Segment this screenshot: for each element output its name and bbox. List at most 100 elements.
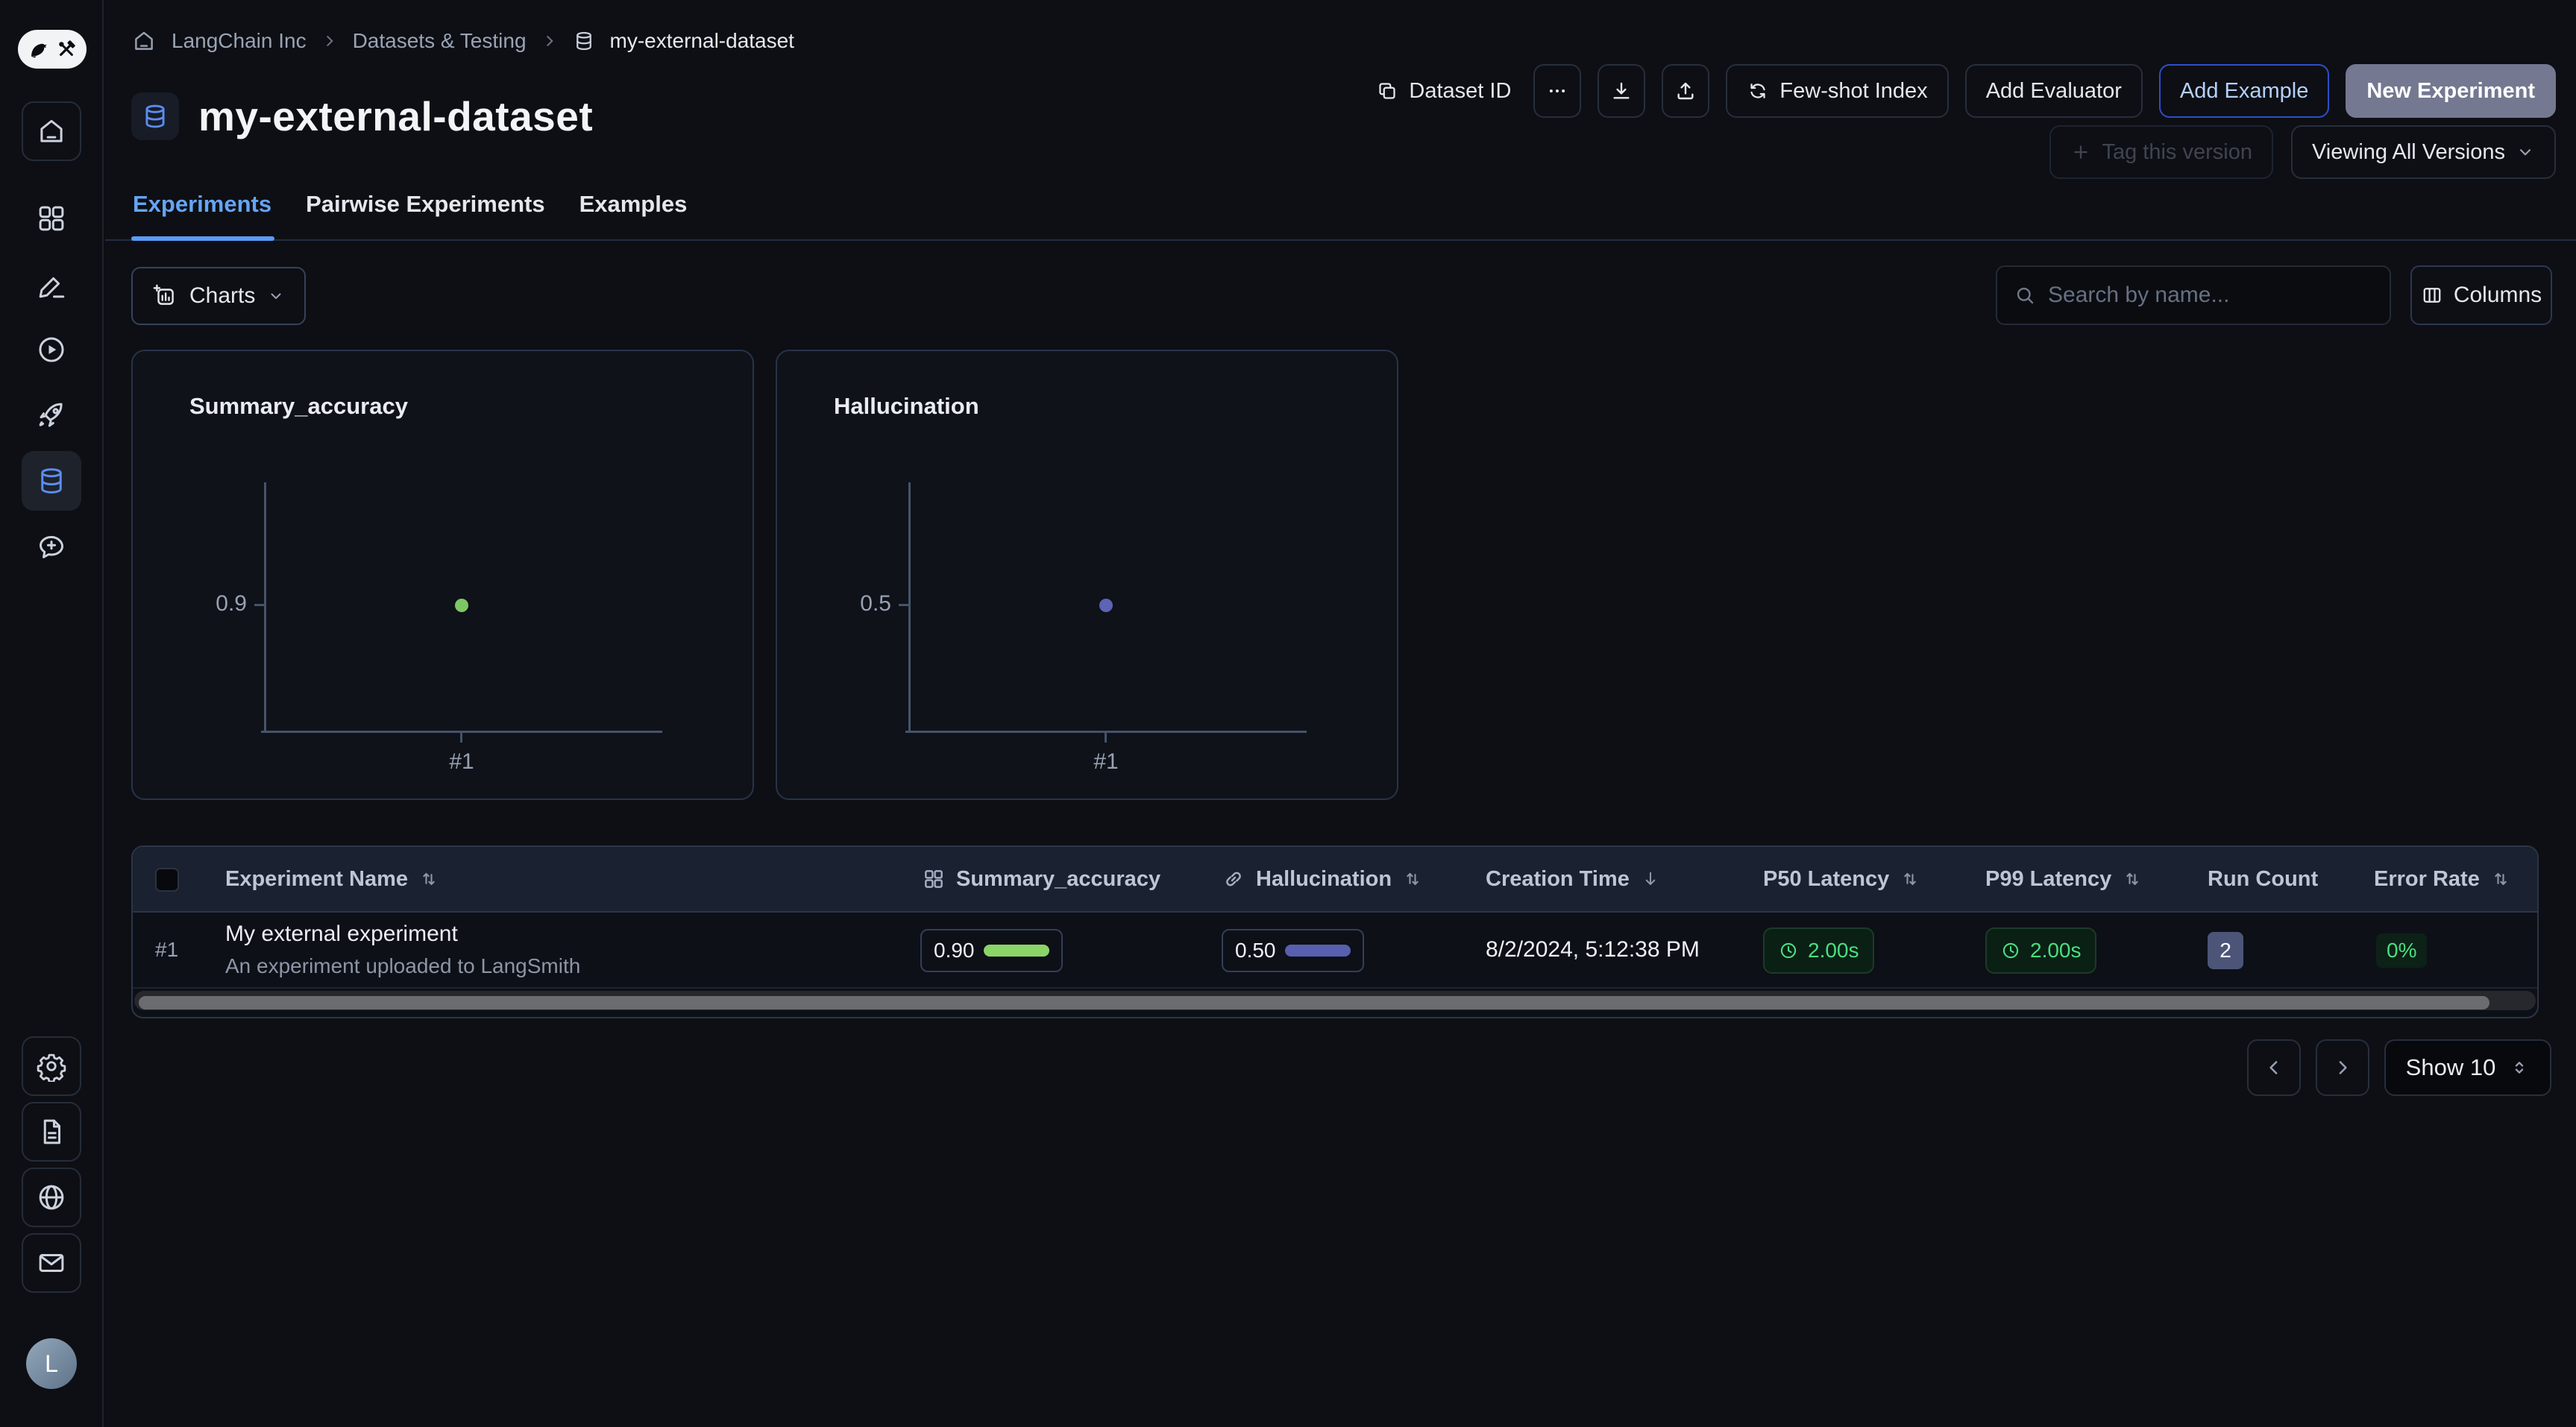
- toolbar: Dataset ID Few-shot Index Add Evaluator …: [1370, 64, 2556, 118]
- table-row[interactable]: #1 My external experiment An experiment …: [133, 913, 2537, 989]
- clock-icon: [1780, 942, 1797, 959]
- data-point[interactable]: [1099, 599, 1113, 612]
- add-evaluator-button[interactable]: Add Evaluator: [1964, 64, 2143, 118]
- rocket-icon: [39, 403, 63, 427]
- upload-button[interactable]: [1662, 64, 1710, 118]
- scrollbar-track[interactable]: [134, 991, 2536, 1010]
- sort-desc-icon[interactable]: [1640, 869, 1661, 889]
- few-shot-index-button[interactable]: Few-shot Index: [1726, 64, 1949, 118]
- column-header-hallucination[interactable]: Hallucination: [1222, 847, 1423, 911]
- sidebar-item-playground[interactable]: [22, 320, 81, 379]
- sidebar-item-datasets[interactable]: [22, 451, 81, 511]
- home-icon[interactable]: [131, 28, 157, 54]
- sidebar-item-home[interactable]: [22, 101, 81, 161]
- chevron-right-icon: [546, 36, 553, 46]
- creation-time-cell: 8/2/2024, 5:12:38 PM: [1486, 937, 1700, 962]
- column-label: Hallucination: [1256, 866, 1392, 891]
- sync-icon: [1750, 84, 1766, 98]
- column-header-creation-time[interactable]: Creation Time: [1486, 847, 1661, 911]
- prev-page-button[interactable]: [2247, 1039, 2301, 1096]
- experiment-name-cell[interactable]: My external experiment An experiment upl…: [225, 913, 580, 987]
- upload-icon: [1677, 82, 1694, 100]
- sort-icon[interactable]: [1900, 869, 1920, 889]
- download-button[interactable]: [1598, 64, 1646, 118]
- scrollbar-thumb[interactable]: [139, 996, 2489, 1009]
- column-label: Summary_accuracy: [956, 866, 1161, 891]
- active-tab-indicator: [131, 236, 274, 241]
- more-actions-button[interactable]: [1533, 64, 1582, 118]
- sidebar-item-community[interactable]: [22, 1168, 81, 1227]
- error-rate-badge: 0%: [2376, 933, 2428, 968]
- user-avatar[interactable]: L: [26, 1338, 77, 1389]
- data-point[interactable]: [455, 599, 468, 612]
- grid-icon: [39, 206, 64, 231]
- tag-version-button[interactable]: Tag this version: [2049, 125, 2273, 179]
- search-box: [1996, 265, 2391, 325]
- versions-label: Viewing All Versions: [2311, 139, 2505, 164]
- table-header-row: Experiment Name Summary_accuracy Halluci…: [133, 847, 2537, 913]
- search-input[interactable]: [2048, 283, 2373, 308]
- sort-icon[interactable]: [2122, 869, 2143, 889]
- add-example-label: Add Example: [2179, 78, 2309, 103]
- column-header-summary-accuracy[interactable]: Summary_accuracy: [922, 847, 1160, 911]
- new-experiment-label: New Experiment: [2366, 78, 2535, 103]
- tools-icon: [59, 40, 75, 56]
- tab-examples[interactable]: Examples: [579, 191, 688, 217]
- download-icon: [1613, 82, 1630, 99]
- langsmith-logo[interactable]: [18, 30, 87, 69]
- parrot-icon: [31, 43, 47, 58]
- y-tick-mark: [254, 604, 264, 606]
- column-header-experiment-name[interactable]: Experiment Name: [225, 847, 439, 911]
- sidebar: L: [0, 0, 104, 1427]
- sidebar-item-contact[interactable]: [22, 1233, 81, 1293]
- tab-pairwise-experiments[interactable]: Pairwise Experiments: [306, 191, 545, 217]
- charts-dropdown-button[interactable]: Charts: [131, 267, 307, 325]
- page-title: my-external-dataset: [198, 93, 594, 139]
- chart-plus-icon: [153, 284, 174, 305]
- home-icon: [40, 119, 63, 142]
- sidebar-item-projects[interactable]: [22, 189, 81, 248]
- link-icon: [1226, 872, 1241, 886]
- chart-card-summary-accuracy: Summary_accuracy 0.9 #1: [131, 350, 754, 800]
- avatar-initial: L: [45, 1349, 58, 1377]
- page-size-select[interactable]: Show 10: [2384, 1039, 2551, 1096]
- sort-icon[interactable]: [1402, 869, 1423, 889]
- breadcrumb-org[interactable]: LangChain Inc: [172, 29, 307, 52]
- breadcrumb-section[interactable]: Datasets & Testing: [352, 29, 527, 52]
- score-value: 0.50: [1235, 939, 1276, 962]
- experiment-name[interactable]: My external experiment: [225, 922, 458, 946]
- sort-icon[interactable]: [2490, 869, 2511, 889]
- dataset-id-button[interactable]: Dataset ID: [1370, 64, 1517, 118]
- sidebar-item-docs[interactable]: [22, 1102, 81, 1162]
- sort-icon[interactable]: [418, 869, 439, 889]
- columns-button[interactable]: Columns: [2410, 265, 2552, 325]
- column-header-p50-latency[interactable]: P50 Latency: [1763, 847, 1920, 911]
- latency-value: 2.00s: [1808, 939, 1859, 962]
- tab-experiments[interactable]: Experiments: [133, 191, 272, 217]
- x-tick-label: #1: [449, 749, 474, 774]
- y-tick-label: 0.5: [860, 591, 891, 616]
- select-all-checkbox[interactable]: [155, 868, 179, 892]
- chevron-up-down-icon: [2516, 1062, 2524, 1074]
- horizontal-scrollbar: [133, 989, 2537, 1014]
- dataset-id-label: Dataset ID: [1409, 78, 1512, 103]
- column-label: P99 Latency: [1985, 866, 2112, 891]
- add-example-button[interactable]: Add Example: [2158, 64, 2330, 118]
- page-header: my-external-dataset: [131, 92, 593, 140]
- column-header-p99-latency[interactable]: P99 Latency: [1985, 847, 2143, 911]
- next-page-button[interactable]: [2316, 1039, 2369, 1096]
- sidebar-item-annotations[interactable]: [22, 256, 81, 315]
- new-experiment-button[interactable]: New Experiment: [2346, 64, 2556, 118]
- sidebar-item-deployments[interactable]: [22, 385, 81, 445]
- column-header-run-count[interactable]: Run Count: [2208, 847, 2318, 911]
- column-label: Creation Time: [1486, 866, 1630, 891]
- chevron-down-icon: [271, 293, 281, 299]
- columns-icon: [2423, 288, 2441, 303]
- tag-version-label: Tag this version: [2102, 139, 2252, 164]
- sidebar-item-settings[interactable]: [22, 1036, 81, 1096]
- versions-dropdown[interactable]: Viewing All Versions: [2290, 125, 2556, 179]
- sidebar-item-feedback[interactable]: [22, 517, 81, 577]
- hallucination-score: 0.50: [1222, 929, 1364, 972]
- add-evaluator-label: Add Evaluator: [1985, 78, 2122, 103]
- column-header-error-rate[interactable]: Error Rate: [2374, 847, 2511, 911]
